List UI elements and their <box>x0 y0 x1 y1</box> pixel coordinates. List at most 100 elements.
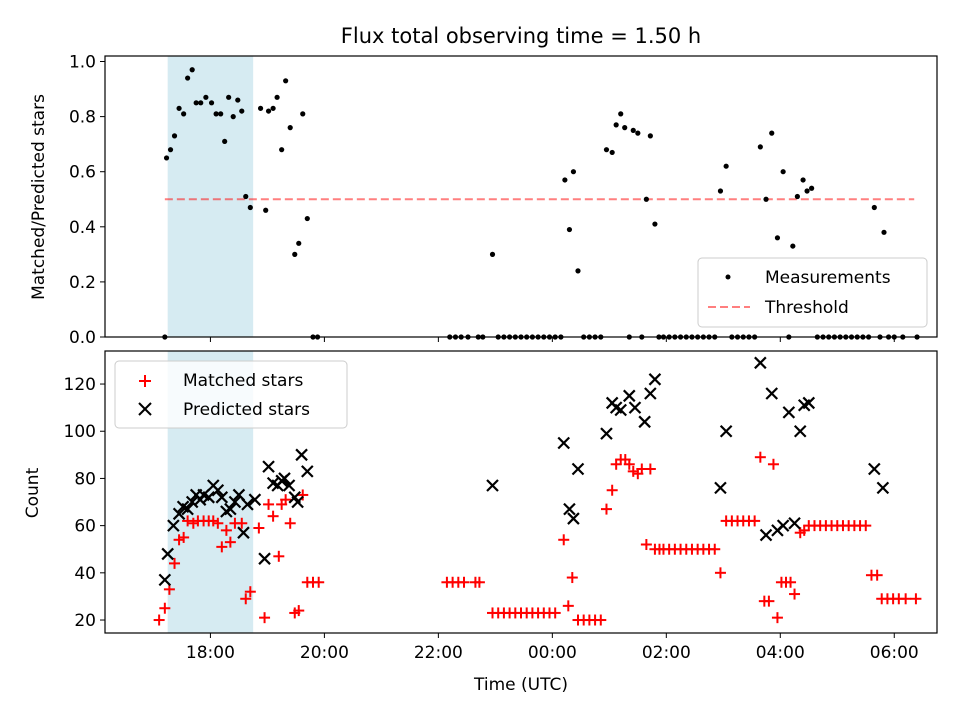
matched-star-point <box>153 614 165 626</box>
matched-star-point <box>910 593 922 605</box>
predicted-star-point-b <box>600 427 613 440</box>
predicted-star-point-b <box>754 356 767 370</box>
measurement-point <box>226 94 232 100</box>
measurement-point <box>239 108 245 114</box>
measurement-point <box>300 111 306 117</box>
predicted-star-point-b <box>237 526 250 539</box>
predicted-star-point <box>278 472 291 485</box>
measurement-point <box>635 130 641 136</box>
predicted-star-point-b <box>176 500 190 514</box>
measurement-point <box>279 147 285 153</box>
predicted-star-point <box>228 495 242 509</box>
predicted-star-point <box>648 373 662 386</box>
measurement-point <box>780 169 786 175</box>
measurement-point <box>263 207 269 213</box>
top-x-ticks <box>209 337 895 342</box>
measurement-point <box>167 147 174 153</box>
predicted-star-point-b <box>614 403 628 417</box>
predicted-star-point <box>158 573 172 587</box>
measurement-point <box>763 196 769 202</box>
matched-star-point <box>473 576 485 588</box>
measurement-point <box>769 130 775 136</box>
measurement-point <box>774 235 781 241</box>
x-tick-label: 02:00 <box>642 643 691 663</box>
bottom-y-tick-label: 60 <box>74 517 96 537</box>
measurement-point <box>723 163 729 169</box>
chart-title: Flux total observing time = 1.50 h <box>341 24 701 48</box>
predicted-star-point <box>202 491 215 504</box>
matched-star-point <box>236 517 248 529</box>
predicted-star-point-b <box>793 424 807 438</box>
top-shaded-span <box>167 56 254 337</box>
predicted-star-point-b <box>648 373 662 386</box>
predicted-star-point-b <box>288 491 302 504</box>
bottom-y-tick-label: 100 <box>64 422 96 442</box>
predicted-star-point-b <box>211 483 225 497</box>
matched-star-point <box>566 572 578 584</box>
predicted-star-point-b <box>567 512 580 525</box>
measurement-point <box>575 268 581 274</box>
matched-star-point <box>284 517 296 529</box>
predicted-star-point <box>876 481 890 495</box>
predicted-star-point-b <box>167 519 180 532</box>
predicted-star-point-b <box>291 495 304 509</box>
bottom-x-axis: 18:00 20:00 22:00 00:00 02:00 04:00 06:00 <box>186 633 919 663</box>
measurement-point <box>283 78 289 84</box>
predicted-star-point <box>600 427 613 440</box>
measurement-point <box>163 155 170 161</box>
measurement-point <box>757 144 763 150</box>
matched-star-point <box>458 576 470 588</box>
bottom-y-tick-label: 20 <box>74 611 96 631</box>
matched-star-point <box>159 602 171 614</box>
measurement-point <box>881 229 887 235</box>
measurement-point <box>717 188 724 194</box>
predicted-star-point-b <box>776 519 790 532</box>
matched-star-point <box>182 515 194 527</box>
predicted-star-point <box>868 462 881 476</box>
measurement-point <box>185 75 191 81</box>
matched-star-point <box>860 520 872 532</box>
predicted-star-point <box>248 493 262 506</box>
predicted-star-point-b <box>557 436 571 450</box>
measurement-point <box>489 251 496 257</box>
measurement-point <box>613 122 619 128</box>
predicted-star-point-b <box>719 424 733 438</box>
top-plot-frame <box>104 55 938 338</box>
measurement-point <box>243 193 249 200</box>
predicted-star-point <box>282 479 296 492</box>
predicted-star-point-b <box>172 507 186 521</box>
measurement-point <box>790 243 796 249</box>
predicted-star-point-b <box>759 528 773 542</box>
x-tick-label: 04:00 <box>756 643 805 663</box>
top-y-tick-label: 0.0 <box>69 328 96 348</box>
matched-star-point <box>600 503 612 515</box>
x-tick-label: 18:00 <box>186 643 235 663</box>
predicted-star-point <box>295 448 308 462</box>
predicted-star-point-b <box>782 406 796 419</box>
predicted-star-point <box>258 552 271 565</box>
predicted-star-point-b <box>301 465 314 478</box>
matched-star-point <box>273 550 285 562</box>
predicted-star-point <box>291 495 304 509</box>
measurement-point <box>198 100 204 106</box>
predicted-star-point-b <box>644 387 657 400</box>
predicted-star-point-b <box>224 502 237 516</box>
predicted-star-point-b <box>258 552 271 565</box>
predicted-star-point-b <box>241 498 254 511</box>
legend-predicted-marker <box>138 402 152 416</box>
matched-star-point <box>297 489 309 501</box>
x-axis-label: Time (UTC) <box>473 675 568 695</box>
predicted-star-point <box>167 519 180 532</box>
predicted-star-point <box>759 528 773 542</box>
measurement-point <box>176 105 182 111</box>
measurement-point <box>235 97 241 103</box>
matched-star-point <box>558 534 570 546</box>
predicted-stars-series <box>158 356 890 587</box>
legend-threshold-label: Threshold <box>764 298 849 318</box>
predicted-star-point-b <box>868 462 881 476</box>
predicted-star-point-b <box>215 491 229 504</box>
matched-star-point <box>754 451 766 463</box>
measurement-point <box>292 251 298 257</box>
matched-star-point <box>771 612 783 624</box>
top-y-axis: 0.0 0.2 0.4 0.6 0.8 1.0 <box>69 53 105 348</box>
